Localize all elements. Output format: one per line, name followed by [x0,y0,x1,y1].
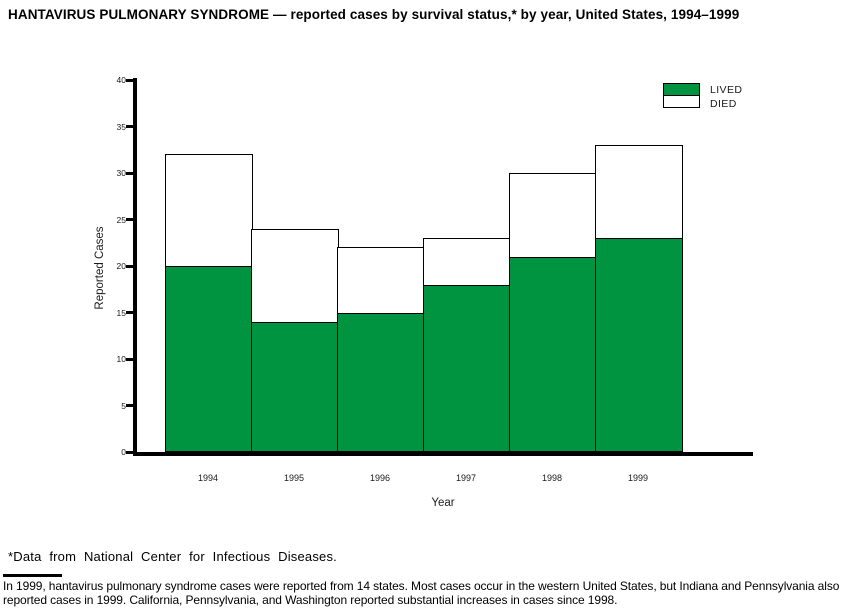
bar-died-1997 [423,238,511,287]
bar-died-1999 [595,145,683,240]
y-tick-mark-20 [126,264,133,268]
legend: LIVED DIED [663,83,793,113]
editorial-note: In 1999, hantavirus pulmonary syndrome c… [3,579,840,607]
y-tick-label-40: 40 [116,75,126,85]
x-tick-label-1999: 1999 [627,473,649,483]
y-tick-label-15: 15 [116,307,126,318]
chart-title: HANTAVIRUS PULMONARY SYNDROME — reported… [8,7,740,22]
y-tick-label-35: 35 [116,121,126,132]
x-axis-title: Year [431,497,455,509]
y-tick-label-0: 0 [121,447,126,457]
legend-label-died: DIED [710,98,737,110]
y-axis-line [133,78,137,456]
bar-lived-1996 [337,312,425,452]
note-divider [3,574,62,577]
bar-died-1998 [509,173,597,259]
bar-died-1994 [165,154,253,268]
y-tick-mark-15 [126,311,133,314]
bar-lived-1999 [595,238,683,452]
y-tick-mark-40 [126,78,133,82]
x-axis-line [133,452,753,456]
y-tick-mark-30 [126,171,133,175]
bar-lived-1995 [251,321,339,452]
y-tick-label-30: 30 [116,168,126,178]
legend-swatch-died [663,94,700,108]
bar-died-1995 [251,228,339,324]
y-tick-label-20: 20 [116,261,126,271]
y-tick-label-25: 25 [116,214,126,225]
x-tick-label-1994: 1994 [197,473,219,483]
bar-lived-1997 [423,284,511,452]
y-tick-mark-25 [126,218,133,221]
y-tick-mark-5 [126,404,133,407]
x-tick-label-1997: 1997 [455,473,477,483]
y-tick-label-5: 5 [121,400,126,411]
legend-label-lived: LIVED [710,84,743,96]
bar-lived-1998 [509,256,597,452]
data-source-footnote: *Data from National Center for Infectiou… [8,549,337,564]
x-tick-label-1995: 1995 [283,473,305,483]
bar-lived-1994 [165,266,253,452]
y-tick-label-10: 10 [116,354,126,364]
y-tick-mark-10 [126,357,133,361]
x-tick-label-1998: 1998 [541,473,563,483]
bar-died-1996 [337,247,425,314]
y-tick-mark-35 [126,125,133,128]
y-tick-mark-0 [126,450,133,454]
x-tick-label-1996: 1996 [369,473,391,483]
